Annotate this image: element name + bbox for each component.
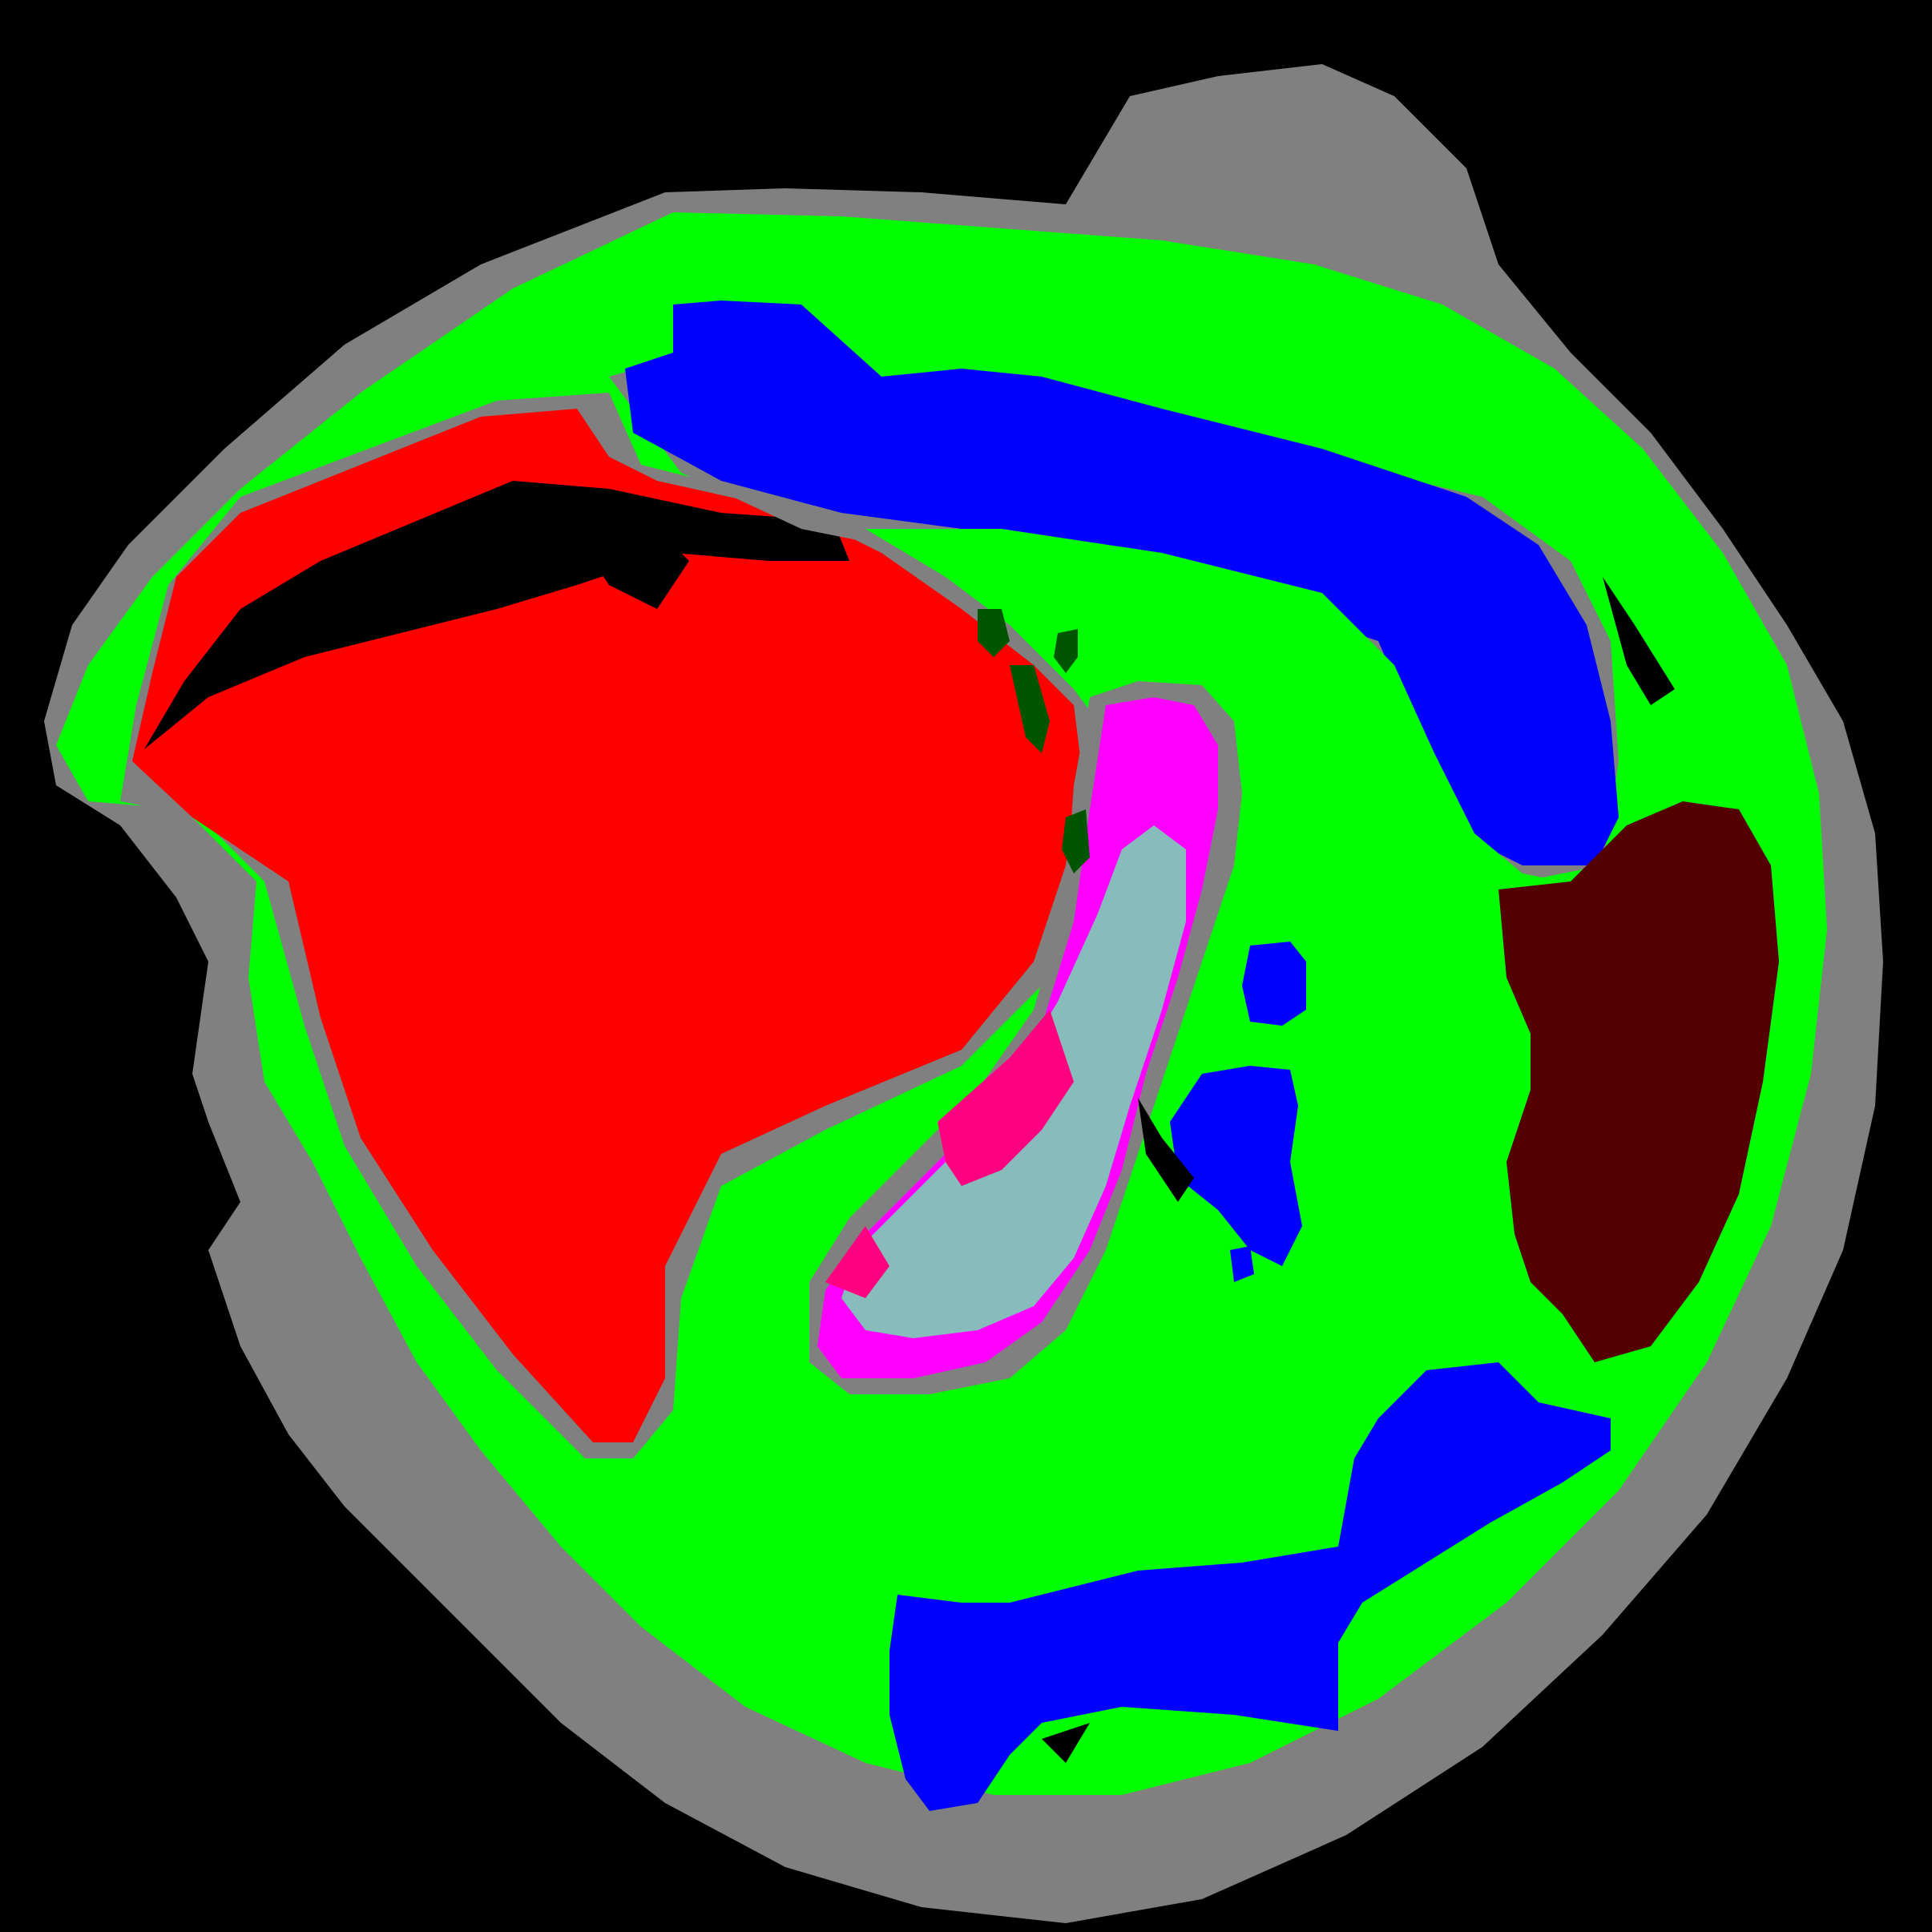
background-speck [1138, 1098, 1194, 1202]
dark-green-region [1062, 809, 1090, 873]
blue-region-small [1170, 1066, 1302, 1266]
dark-green-region [1054, 629, 1078, 673]
background-speck [1603, 577, 1675, 705]
blue-region-bottom [889, 1362, 1611, 1811]
blue-region-top [625, 300, 1619, 865]
dark-green-region [1010, 665, 1050, 753]
blue-region-small [1230, 1246, 1254, 1282]
dark-green-region [978, 609, 1010, 657]
blue-region-small [1242, 942, 1306, 1026]
pink-region [938, 1010, 1074, 1186]
red-region-gap [561, 513, 689, 609]
red-region [132, 409, 1082, 1442]
background-speck [1042, 1723, 1090, 1763]
pink-region [825, 1226, 889, 1298]
dark-red-region [1498, 801, 1779, 1362]
